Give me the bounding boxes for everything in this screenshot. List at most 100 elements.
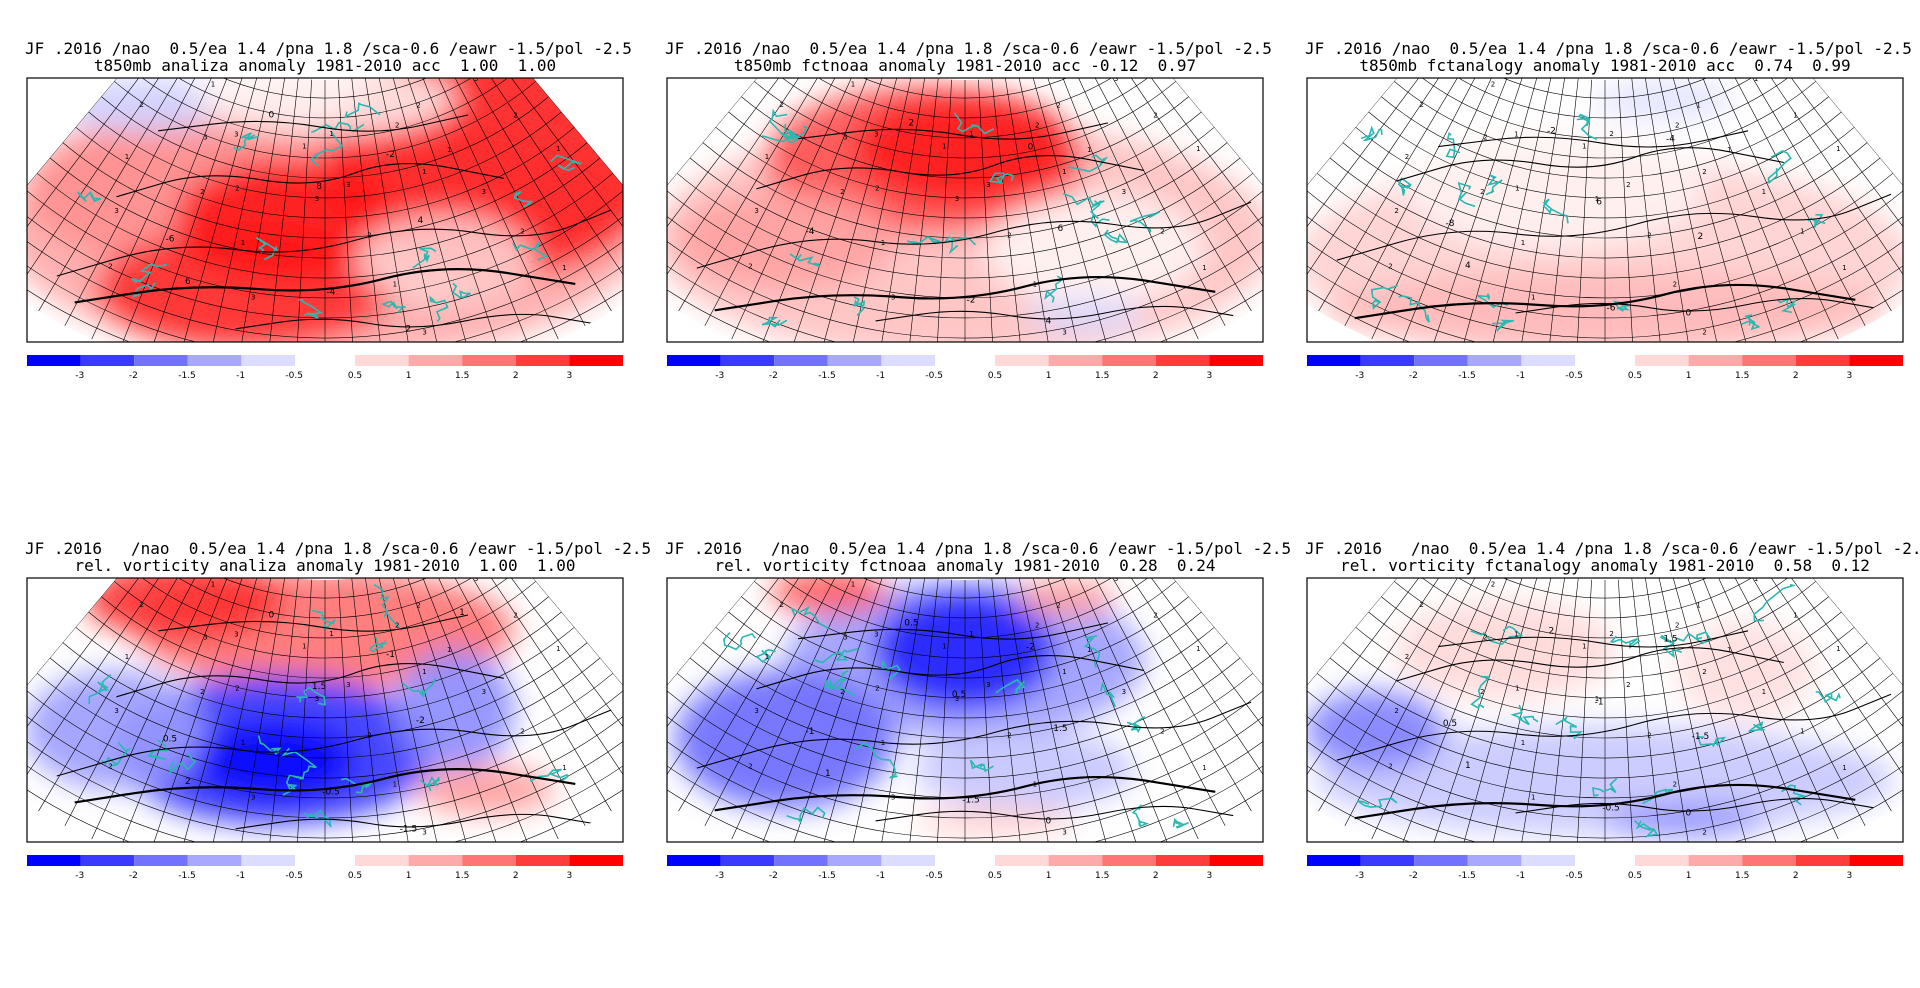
grid-value-label: 2 <box>266 848 270 856</box>
grid-value-label: 3 <box>482 188 486 196</box>
grid-value-label: 3 <box>754 207 758 215</box>
grid-value-label: 3 <box>346 181 350 189</box>
colorbar-label: -3 <box>715 871 724 881</box>
grid-value-label: 1 <box>851 81 855 89</box>
colorbar-label: 3 <box>567 871 573 881</box>
map-frame <box>1306 77 1904 343</box>
colorbar-swatch <box>1467 855 1522 866</box>
contour-label: 1 <box>1465 761 1471 771</box>
grid-value-label: 1 <box>556 145 560 153</box>
colorbar-swatch <box>1467 355 1522 366</box>
contour-label: -2 <box>967 295 976 305</box>
grid-value-label: 2 <box>748 762 752 770</box>
grid-value-label: 1 <box>1582 642 1586 650</box>
grid-value-label: 1 <box>881 739 885 747</box>
grid-value-label: 2 <box>1007 232 1011 240</box>
grid-value-label: 2 <box>1491 581 1495 589</box>
grid-value-label: 3 <box>422 828 426 836</box>
contour-label: -0.5 <box>1602 803 1620 813</box>
colorbar-label: -1 <box>876 371 885 381</box>
colorbar-swatch <box>1048 355 1103 366</box>
grid-value-label: 1 <box>211 581 215 589</box>
coastlines <box>1357 583 1841 838</box>
contour-label: 4 <box>1046 317 1052 327</box>
grid-value-label: 3 <box>986 181 990 189</box>
coastlines <box>722 605 1189 829</box>
grid-value-label: 3 <box>487 551 491 559</box>
grid-value-label: 2 <box>1056 602 1060 610</box>
contour-label: -0.5 <box>322 788 340 798</box>
panel-vorticity-analiza: JF .2016 /nao 0.5/ea 1.4 /pna 1.8 /sca-0… <box>25 540 651 988</box>
contour-lines <box>1336 130 1892 320</box>
colorbar-label: 0.5 <box>348 371 362 381</box>
grid-value-label: 1 <box>1800 227 1804 235</box>
grid-value-label: 2 <box>840 688 844 696</box>
colorbar-label: 0.5 <box>1628 871 1642 881</box>
colorbar-label: -2 <box>129 371 138 381</box>
grid-value-label: 2 <box>266 348 270 356</box>
grid-value-label: 1 <box>556 645 560 653</box>
colorbar-label: 3 <box>1207 871 1213 881</box>
contour-label: -1.5 <box>962 795 980 805</box>
grid-value-label: 3 <box>874 130 878 138</box>
colorbar-swatch <box>1209 855 1263 866</box>
grid-value-label: 3 <box>474 75 478 83</box>
grid-value-label: 3 <box>487 51 491 59</box>
grid-value-label: 1 <box>1546 848 1550 856</box>
grid-value-label: 1 <box>1800 727 1804 735</box>
contour-label: 1 <box>459 608 465 618</box>
contour-label: 1 <box>825 769 831 779</box>
grid-value-label: 1 <box>1793 612 1797 620</box>
grid-value-label: 1 <box>329 130 333 138</box>
colorbar-swatch <box>881 355 935 366</box>
grid-value-label: 3 <box>891 794 895 802</box>
map-area: -8 -6 -4 -2 0 2 4 6 2 1 2 1 2 1 2 1 2 1 2 1 2 1 2 1 2 1 2 1 2 1 2 1 2 1 2 1… <box>1307 75 1903 342</box>
grid-value-label: 2 <box>875 685 879 693</box>
contour-label: 1.5 <box>312 682 326 692</box>
grid-value-label: 3 <box>203 634 207 642</box>
colorbar-swatch <box>1414 355 1468 366</box>
colorbar-label: -1 <box>1516 871 1525 881</box>
contour-label: -2 <box>1547 126 1556 136</box>
colorbar-label: 0.5 <box>348 871 362 881</box>
colorbar-swatch <box>462 855 516 866</box>
grid-value-label: 2 <box>367 232 371 240</box>
grid-value-label: 1 <box>393 281 397 289</box>
grid-value-label: 1 <box>1202 764 1206 772</box>
map-svg: -6 -4 -2 0 2 4 6 8 3 2 1 3 2 1 3 2 1 3 2 1 3 2 1 3 2 1 3 2 1 3 2 1 3 2 1 3 2… <box>26 51 624 381</box>
colorbar: -3 -2 -1.5 -1 -0.5 0.5 1 1.5 2 3 <box>27 355 623 381</box>
grid-value-label: 1 <box>302 142 306 150</box>
contour-label: -4 <box>327 288 336 298</box>
grid-value-label: 1 <box>1754 75 1758 83</box>
colorbar-label: -3 <box>75 871 84 881</box>
contour-label: 0.5 <box>1443 719 1457 729</box>
colorbar-swatch <box>569 355 623 366</box>
colorbar-swatch <box>408 355 463 366</box>
contour-label: 4 <box>418 216 424 226</box>
graticule <box>667 78 1263 342</box>
colorbar-label: -1 <box>236 871 245 881</box>
colorbar-label: 1 <box>1686 371 1692 381</box>
colorbar: -3 -2 -1.5 -1 -0.5 0.5 1 1.5 2 3 <box>667 355 1263 381</box>
colorbar-label: -0.5 <box>285 871 303 881</box>
panel-title: JF .2016 /nao 0.5/ea 1.4 /pna 1.8 /sca-0… <box>25 40 632 74</box>
grid-value-label: 1 <box>1696 602 1700 610</box>
colorbar-swatch <box>187 355 242 366</box>
grid-value-label: 3 <box>1127 51 1131 59</box>
colorbar-swatch <box>241 855 295 866</box>
grid-value-label: 1 <box>1762 688 1766 696</box>
colorbar-label: 2 <box>1793 871 1799 881</box>
grid-value-label: 2 <box>1388 262 1392 270</box>
grid-value-label: 3 <box>1062 328 1066 336</box>
contour-label: 8 <box>316 182 322 192</box>
colorbar-label: -1 <box>236 371 245 381</box>
grid-value-label: 2 <box>1491 81 1495 89</box>
grid-value-label: 1 <box>969 130 973 138</box>
colorbar-swatch <box>27 855 81 866</box>
colorbar: -3 -2 -1.5 -1 -0.5 0.5 1 1.5 2 3 <box>667 855 1263 881</box>
colorbar-swatch <box>1414 855 1468 866</box>
grid-value-label: 2 <box>1626 181 1630 189</box>
contour-label: 0 <box>1046 817 1052 827</box>
grid-value-label: 2 <box>200 688 204 696</box>
